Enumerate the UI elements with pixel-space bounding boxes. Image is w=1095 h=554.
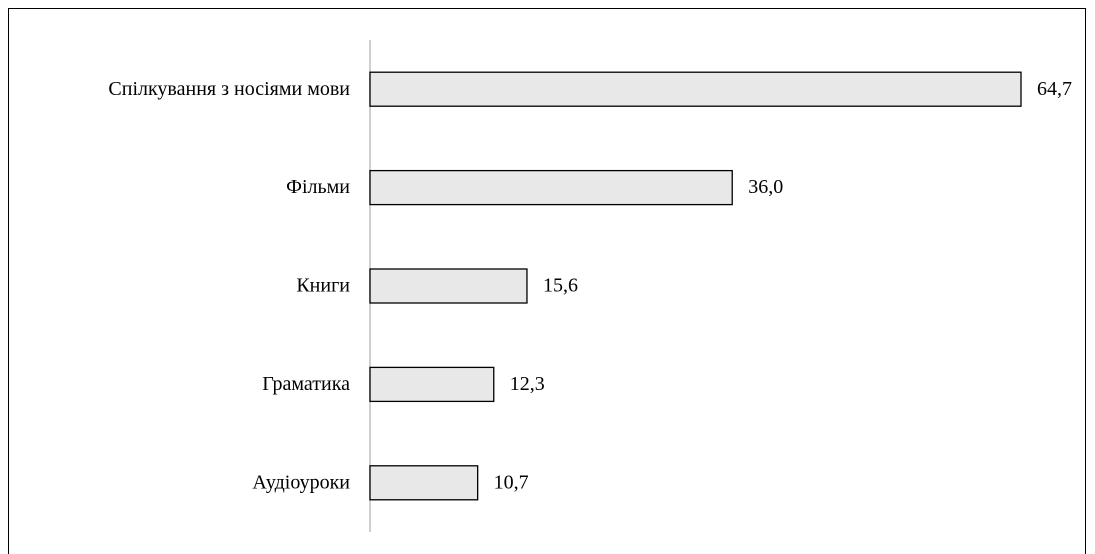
category-label: Аудіоуроки xyxy=(252,471,350,493)
value-label: 64,7 xyxy=(1037,78,1072,100)
bar xyxy=(369,366,495,403)
value-label: 15,6 xyxy=(543,275,578,297)
value-label: 36,0 xyxy=(748,176,783,198)
bar xyxy=(369,465,479,501)
category-label: Фільми xyxy=(286,176,350,198)
value-label: 10,7 xyxy=(494,471,529,493)
bar xyxy=(369,268,528,304)
value-label: 12,3 xyxy=(510,373,545,395)
bar xyxy=(369,169,733,206)
category-label: Граматика xyxy=(262,373,350,395)
category-label: Спілкування з носіями мови xyxy=(108,78,350,100)
category-label: Книги xyxy=(296,275,350,297)
bar xyxy=(369,71,1022,107)
chart-frame xyxy=(8,8,1086,554)
